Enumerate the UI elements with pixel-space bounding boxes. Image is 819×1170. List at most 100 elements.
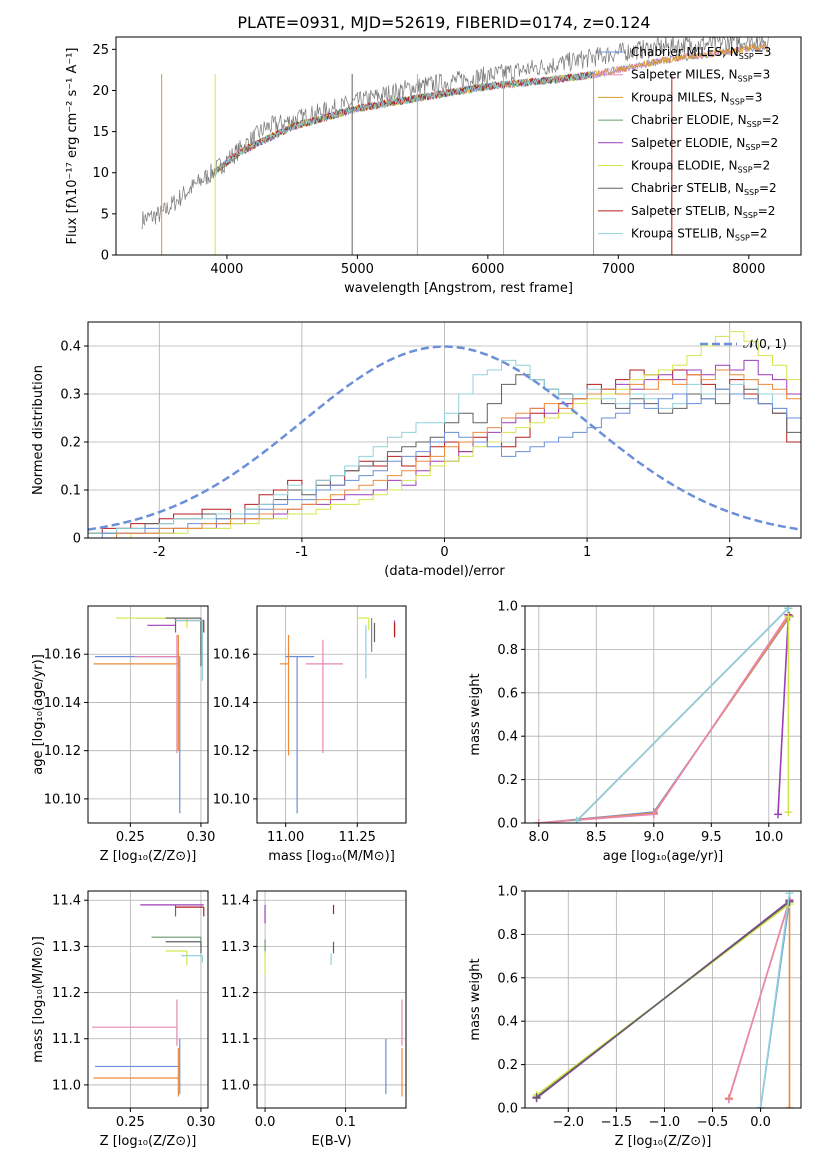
weight-marker (572, 816, 581, 823)
histogram-series (88, 374, 801, 534)
weight-marker (784, 808, 793, 817)
data-point (175, 619, 205, 633)
x-tick-label: 0.25 (116, 1115, 145, 1130)
legend-entry: 𝒩(0, 1) (743, 337, 787, 351)
y-tick-label: 10.12 (213, 744, 250, 759)
model-spectrum (213, 43, 769, 175)
data-point (93, 1047, 179, 1097)
data-point (305, 639, 343, 754)
data-point (137, 617, 202, 655)
panel-age-vs-mass: 11.00 11.25 10.10 10.12 10.14 10.16 mass [log₁… (213, 605, 407, 864)
weight-marker (724, 1095, 733, 1104)
y-axis-label: Flux [fλ10⁻¹⁷ erg cm⁻² s⁻¹ A⁻¹] (65, 48, 80, 245)
panel-spectrum: 4000 5000 6000 7000 8000 0 5 10 15 20 25 wavelength… (65, 36, 802, 296)
legend-entry: Chabrier ELODIE, NSSP=2 (631, 113, 779, 129)
y-tick-label: 1.0 (497, 600, 518, 615)
legend-entry: Salpeter STELIB, NSSP=2 (631, 204, 775, 220)
axes-frame (87, 321, 802, 539)
data-point (279, 634, 290, 756)
data-point (92, 999, 178, 1046)
x-tick-label: 0.30 (186, 830, 215, 845)
x-tick-label: 9.0 (643, 830, 664, 845)
legend-entry: Chabrier STELIB, NSSP=2 (631, 181, 777, 197)
y-tick-label: 10.14 (44, 696, 81, 711)
panel-mass-weight-vs-metallicity: −2.0 −1.5 −1.0 −0.5 0.0 0.0 0.2 0.4 0.6 0.8 1.0 Z [… (468, 885, 802, 1149)
figure-title: PLATE=0931, MJD=52619, FIBERID=0174, z=0… (237, 13, 650, 32)
panel-mass-vs-metallicity: 0.25 0.30 11.0 11.1 11.2 11.3 11.4 Z [log₁₀(Z/Z… (31, 890, 215, 1149)
y-tick-label: 5 (101, 207, 109, 222)
data-point (285, 656, 315, 814)
weight-line (728, 899, 791, 1100)
y-tick-label: 0.3 (60, 388, 81, 403)
panel-mass-weight-vs-age: 8.0 8.5 9.0 9.5 10.0 0.0 0.2 0.4 0.6 0.8 1.0 age [l… (468, 600, 802, 864)
y-axis-label: Normed distribution (31, 365, 46, 495)
y-tick-label: 11.2 (52, 986, 81, 1001)
x-axis-label: Z [log₁₀(Z/Z⊙)] (100, 1134, 197, 1149)
normal-reference-curve (88, 345, 801, 531)
x-tick-label: 0 (440, 545, 448, 560)
axes-frame (87, 890, 209, 1109)
y-tick-label: 11.4 (221, 894, 250, 909)
panel-age-vs-metallicity: 0.25 0.30 10.10 10.12 10.14 10.16 Z [log₁₀(Z/Z… (31, 605, 215, 864)
data-point (165, 617, 202, 667)
x-tick-label: −1.5 (601, 1115, 633, 1130)
y-tick-label: 0.8 (497, 643, 518, 658)
axes-frame (524, 890, 802, 1109)
observed-spectrum (141, 37, 769, 230)
x-tick-label: 8.0 (528, 830, 549, 845)
y-tick-label: 0.2 (497, 1058, 518, 1073)
x-tick-label: 0.0 (750, 1115, 771, 1130)
y-tick-label: 0.4 (60, 340, 81, 355)
weight-line (538, 615, 791, 823)
data-point (165, 950, 188, 965)
plot-area (141, 37, 769, 255)
legend-entry: Kroupa MILES, NSSP=3 (631, 90, 762, 106)
y-tick-label: 0.2 (497, 773, 518, 788)
weight-marker (785, 891, 794, 898)
weight-marker (756, 1104, 765, 1108)
plot-area (532, 891, 794, 1108)
y-tick-label: 11.0 (52, 1078, 81, 1093)
x-axis-label: Z [log₁₀(Z/Z⊙)] (100, 849, 197, 864)
y-tick-label: 15 (92, 125, 109, 140)
weight-line (538, 616, 791, 823)
x-tick-label: 2 (726, 545, 734, 560)
weight-line (536, 901, 790, 1098)
weight-marker (784, 606, 793, 613)
x-axis-label: age [log₁₀(age/yr)] (603, 849, 724, 864)
legend-entry: Kroupa ELODIE, NSSP=2 (631, 159, 770, 175)
y-tick-label: 0.6 (497, 971, 518, 986)
y-tick-label: 0.0 (497, 1102, 518, 1117)
weight-marker (532, 1093, 541, 1102)
y-tick-label: 0.4 (497, 1015, 518, 1030)
histogram-series (88, 359, 801, 534)
model-spectrum (213, 71, 593, 175)
x-tick-label: 8.5 (586, 830, 607, 845)
y-tick-label: 11.2 (221, 986, 250, 1001)
data-point (93, 634, 179, 751)
y-tick-label: 11.1 (52, 1032, 81, 1047)
y-tick-label: 10.10 (44, 792, 81, 807)
data-point (181, 955, 203, 963)
axes-frame (115, 36, 802, 256)
x-tick-label: −1.0 (649, 1115, 681, 1130)
y-tick-label: 10.16 (44, 648, 81, 663)
x-tick-label: 0.0 (255, 1115, 276, 1130)
legend-entry: Chabrier MILES, NSSP=3 (631, 45, 771, 61)
x-tick-label: 11.25 (339, 830, 376, 845)
model-spectrum (213, 71, 593, 174)
data-point (165, 941, 202, 954)
x-tick-label: 7000 (602, 262, 635, 277)
weight-marker (534, 819, 543, 823)
weight-marker (785, 1104, 794, 1108)
y-axis-label: mass weight (468, 673, 483, 755)
axes-frame (524, 605, 802, 824)
panel-residual-distribution: -2 -1 0 1 2 0 0.1 0.2 0.3 0.4 (data-model)/error No… (31, 321, 802, 579)
model-spectrum (213, 42, 769, 176)
data-point (357, 617, 370, 631)
legend-entry: Salpeter ELODIE, NSSP=2 (631, 136, 778, 152)
x-tick-label: 0.1 (335, 1115, 356, 1130)
x-tick-label: 6000 (471, 262, 504, 277)
panel-mass-vs-extinction: 0.0 0.1 11.0 11.1 11.2 11.3 11.4 E(B-V) (221, 890, 407, 1149)
axes-frame (256, 890, 407, 1109)
